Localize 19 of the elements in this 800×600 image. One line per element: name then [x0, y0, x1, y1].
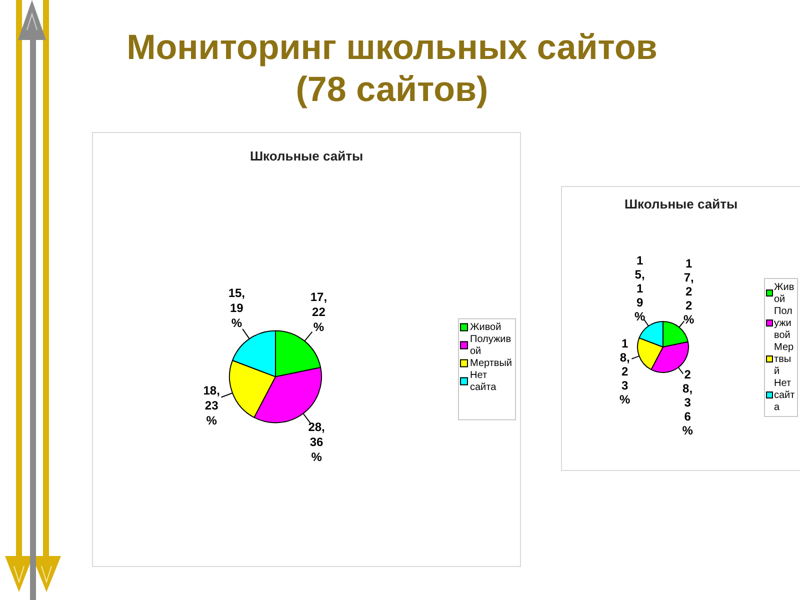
legend-label: Мертвый [470, 358, 512, 369]
data-label: 18, 23 % [619, 336, 630, 406]
data-label: 28, 36 % [308, 420, 325, 464]
data-label: 18, 23 % [203, 383, 220, 428]
legend-label: Нет сайта [774, 378, 796, 413]
legend-label: Полуживой [774, 306, 793, 341]
data-label: 17, 22 % [310, 290, 328, 334]
data-label: 15, 19 % [634, 253, 646, 324]
text: Мониторинг школьных сайтов (78 сайтов) [126, 27, 658, 111]
data-label: 28, 36 % [682, 368, 694, 438]
legend-label: Нет сайта [470, 370, 497, 393]
data-label: 15, 19 % [228, 286, 246, 330]
chart-title: Школьные сайты [624, 196, 738, 212]
chart-title: Школьные сайты [250, 148, 364, 164]
legend-label: Живой [470, 322, 502, 333]
legend-label: Мертвый [774, 342, 794, 377]
legend-label: Живой [774, 282, 794, 305]
legend-label: Полуживой [470, 334, 512, 357]
data-label: 17, 22 % [683, 256, 694, 327]
